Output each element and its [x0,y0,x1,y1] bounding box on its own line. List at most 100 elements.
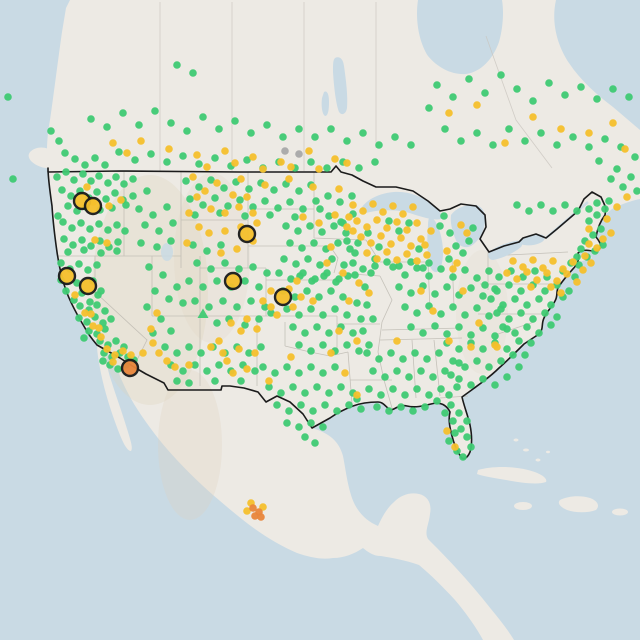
aqi-dot-good[interactable] [163,158,171,166]
aqi-dot-moderate[interactable] [331,155,339,163]
aqi-dot-good[interactable] [473,129,481,137]
aqi-dot-good[interactable] [461,311,469,319]
aqi-dot-good[interactable] [58,186,66,194]
aqi-dot-moderate[interactable] [423,251,431,259]
aqi-dot-good[interactable] [363,349,371,357]
aqi-dot-good[interactable] [191,211,199,219]
aqi-dot-good[interactable] [277,389,285,397]
aqi-dot-good[interactable] [467,443,475,451]
aqi-dot-good[interactable] [409,407,417,415]
aqi-dot-good[interactable] [336,198,344,206]
aqi-dot-good[interactable] [405,373,413,381]
aqi-dot-good[interactable] [186,195,194,203]
aqi-dot-good[interactable] [263,121,271,129]
aqi-dot-good[interactable] [135,121,143,129]
aqi-dot-moderate[interactable] [587,259,595,267]
aqi-dot-good[interactable] [167,119,175,127]
aqi-dot-moderate[interactable] [539,264,547,272]
aqi-dot-good[interactable] [87,242,95,250]
aqi-dot-good[interactable] [407,141,415,149]
aqi-dot-good[interactable] [415,245,423,253]
aqi-dot-moderate[interactable] [153,309,161,317]
aqi-dot-good[interactable] [97,249,105,257]
aqi-dot-good[interactable] [395,283,403,291]
aqi-dot-moderate[interactable] [383,248,391,256]
aqi-dot-moderate[interactable] [353,391,361,399]
aqi-dot-good[interactable] [331,305,339,313]
monitor-marker-moderate[interactable] [237,224,257,244]
aqi-dot-good[interactable] [173,377,181,385]
aqi-dot-good[interactable] [291,213,299,221]
aqi-dot-good[interactable] [261,303,269,311]
aqi-dot-good[interactable] [343,237,351,245]
aqi-dot-good[interactable] [407,323,415,331]
aqi-dot-good[interactable] [289,323,297,331]
aqi-dot-good[interactable] [259,363,267,371]
aqi-dot-good[interactable] [237,377,245,385]
aqi-dot-good[interactable] [83,318,91,326]
aqi-dot-moderate[interactable] [581,252,589,260]
aqi-dot-good[interactable] [197,349,205,357]
aqi-dot-good[interactable] [286,198,294,206]
aqi-dot-good[interactable] [61,149,69,157]
aqi-dot-moderate[interactable] [509,257,517,265]
aqi-dot-good[interactable] [323,164,331,172]
aqi-dot-good[interactable] [112,337,120,345]
aqi-dot-good[interactable] [145,263,153,271]
aqi-dot-good[interactable] [249,203,257,211]
aqi-dot-moderate[interactable] [473,101,481,109]
aqi-dot-moderate[interactable] [463,229,471,237]
aqi-dot-moderate[interactable] [221,227,229,235]
aqi-dot-good[interactable] [295,311,303,319]
aqi-dot-good[interactable] [199,283,207,291]
aqi-dot-moderate[interactable] [87,310,95,318]
aqi-dot-good[interactable] [625,93,633,101]
aqi-dot-good[interactable] [473,304,481,312]
aqi-dot-moderate[interactable] [289,303,297,311]
aqi-dot-good[interactable] [294,227,302,235]
aqi-dot-good[interactable] [318,228,326,236]
aqi-dot-moderate[interactable] [103,345,111,353]
aqi-dot-moderate[interactable] [229,191,237,199]
aqi-dot-good[interactable] [327,125,335,133]
aqi-dot-good[interactable] [199,113,207,121]
aqi-dot-good[interactable] [455,345,463,353]
aqi-dot-good[interactable] [517,287,525,295]
aqi-dot-good[interactable] [405,219,413,227]
aqi-dot-good[interactable] [473,357,481,365]
aqi-dot-moderate[interactable] [529,256,537,264]
aqi-dot-good[interactable] [270,186,278,194]
aqi-dot-good[interactable] [95,172,103,180]
aqi-dot-moderate[interactable] [287,353,295,361]
aqi-dot-good[interactable] [55,137,63,145]
aqi-dot-moderate[interactable] [557,125,565,133]
aqi-dot-good[interactable] [283,305,291,313]
aqi-dot-moderate[interactable] [443,427,451,435]
aqi-dot-good[interactable] [537,129,545,137]
aqi-dot-moderate[interactable] [623,193,631,201]
aqi-dot-good[interactable] [215,125,223,133]
aqi-dot-good[interactable] [93,261,101,269]
aqi-dot-good[interactable] [493,287,501,295]
aqi-dot-good[interactable] [633,187,640,195]
monitor-marker-moderate[interactable] [78,276,98,296]
aqi-dot-moderate[interactable] [221,209,229,217]
aqi-dot-good[interactable] [211,377,219,385]
aqi-dot-moderate[interactable] [389,202,397,210]
aqi-dot-good[interactable] [161,343,169,351]
aqi-dot-moderate[interactable] [249,153,257,161]
aqi-dot-good[interactable] [497,71,505,79]
aqi-dot-good[interactable] [385,217,393,225]
aqi-dot-good[interactable] [375,355,383,363]
aqi-dot-good[interactable] [613,165,621,173]
aqi-dot-good[interactable] [215,361,223,369]
aqi-dot-good[interactable] [179,299,187,307]
aqi-dot-good[interactable] [393,367,401,375]
aqi-dot-good[interactable] [529,97,537,105]
aqi-dot-good[interactable] [283,419,291,427]
aqi-dot-good[interactable] [389,263,397,271]
aqi-dot-good[interactable] [593,95,601,103]
aqi-dot-good[interactable] [565,287,573,295]
aqi-dot-good[interactable] [307,158,315,166]
aqi-dot-good[interactable] [348,192,356,200]
